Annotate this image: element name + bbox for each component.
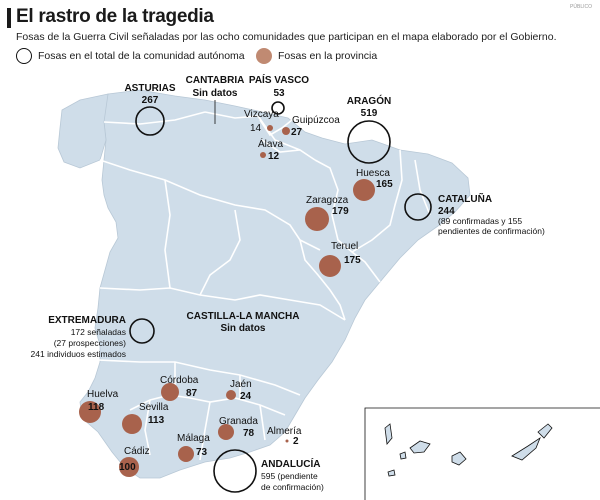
jaen-name: Jaén — [230, 379, 252, 390]
andalucia-name: ANDALUCÍA — [261, 457, 320, 470]
asturias-count: 267 — [142, 95, 159, 106]
asturias-name: ASTURIAS — [124, 83, 175, 94]
cadiz-count: 100 — [119, 462, 136, 473]
cordoba-province-circle — [161, 383, 179, 401]
zaragoza-province-circle — [305, 207, 329, 231]
huesca-name: Huesca — [356, 168, 390, 179]
cataluna-community-circle — [404, 193, 432, 221]
jaen-province-circle — [226, 390, 236, 400]
andalucia-line-1: 595 (pendiente — [261, 471, 318, 481]
map-subtitle: Fosas de la Guerra Civil señaladas por l… — [16, 31, 557, 43]
title-accent-bar — [7, 8, 11, 28]
island-lanzarote — [537, 423, 553, 439]
malaga-province-circle — [178, 446, 194, 462]
extremadura-line-3: 241 individuos estimados — [31, 349, 126, 359]
andalucia-line-2: de confirmación) — [261, 482, 324, 492]
publisher-mark: PÚBLICO — [570, 4, 592, 10]
extremadura-line-1: 172 señaladas — [71, 327, 126, 337]
island-el-hierro — [387, 469, 396, 477]
pais-vasco-count: 53 — [273, 88, 285, 99]
cataluna-name: CATALUÑA — [438, 192, 492, 205]
malaga-name: Málaga — [177, 433, 210, 444]
island-tenerife — [409, 440, 431, 454]
legend-item-community: Fosas en el total de la comunidad autóno… — [16, 48, 245, 64]
cantabria-note: Sin datos — [192, 88, 237, 99]
extremadura-name: EXTREMADURA — [48, 315, 126, 326]
vizcaya-province-circle — [267, 125, 273, 131]
sevilla-province-circle — [122, 414, 142, 434]
vizcaya-count: 14 — [250, 123, 262, 134]
teruel-count: 175 — [344, 255, 361, 266]
inset-frame — [364, 407, 600, 500]
aragon-count: 519 — [361, 108, 378, 119]
teruel-province-circle — [319, 255, 341, 277]
alava-province-circle — [260, 152, 266, 158]
granada-province-circle — [218, 424, 234, 440]
aragon-name: ARAGÓN — [347, 94, 391, 107]
jaen-count: 24 — [240, 391, 252, 402]
legend-label-province: Fosas en la provincia — [278, 50, 378, 62]
canary-islands-inset — [364, 407, 600, 500]
cadiz-province-circle — [119, 457, 139, 477]
andalucia-community-circle — [213, 449, 257, 493]
zaragoza-count: 179 — [332, 206, 349, 217]
open-circle-icon — [16, 48, 32, 64]
extremadura-line-2: (27 prospecciones) — [54, 338, 126, 348]
cordoba-name: Córdoba — [160, 375, 199, 386]
alava-count: 12 — [268, 151, 280, 162]
almeria-province-circle — [285, 439, 289, 443]
legend-item-province: Fosas en la provincia — [256, 48, 377, 64]
legend-label-community: Fosas en el total de la comunidad autóno… — [38, 50, 245, 62]
granada-count: 78 — [243, 428, 255, 439]
pais-vasco-name: PAÍS VASCO — [249, 73, 309, 86]
cataluna-note-1: (89 confirmadas y 155 — [438, 216, 522, 226]
huelva-count: 118 — [88, 402, 105, 413]
almeria-count: 2 — [293, 436, 299, 447]
almeria-name: Almería — [267, 426, 302, 437]
cataluna-note-2: pendientes de confirmación) — [438, 226, 545, 236]
filled-circle-icon — [256, 48, 272, 64]
aragon-community-circle — [347, 120, 391, 164]
huelva-province-circle — [79, 401, 101, 423]
pais-vasco-community-circle — [271, 101, 285, 115]
cantabria-name: CANTABRIA — [186, 75, 245, 86]
cordoba-count: 87 — [186, 388, 198, 399]
huelva-name: Huelva — [87, 389, 119, 400]
teruel-name: Teruel — [331, 241, 358, 252]
guipuzcoa-count: 27 — [291, 127, 303, 138]
guipuzcoa-province-circle — [282, 127, 290, 135]
galicia-region — [57, 93, 109, 169]
extremadura-community-circle — [129, 318, 155, 344]
asturias-community-circle — [135, 106, 165, 136]
castilla-la-mancha-note: Sin datos — [220, 323, 265, 334]
island-la-gomera — [399, 451, 407, 460]
island-fuerteventura — [511, 436, 541, 461]
guipuzcoa-name: Guipúzcoa — [292, 115, 340, 126]
vizcaya-name: Vizcaya — [244, 109, 279, 120]
malaga-count: 73 — [196, 447, 208, 458]
cataluna-count: 244 — [438, 206, 455, 217]
cadiz-name: Cádiz — [124, 446, 150, 457]
alava-name: Álava — [258, 137, 283, 150]
castilla-la-mancha-name: CASTILLA-LA MANCHA — [187, 311, 300, 322]
zaragoza-name: Zaragoza — [306, 195, 349, 206]
map-title: El rastro de la tragedia — [16, 6, 214, 27]
internal-borders — [97, 111, 431, 461]
huesca-province-circle — [353, 179, 375, 201]
sevilla-count: 113 — [148, 415, 165, 426]
huesca-count: 165 — [376, 179, 393, 190]
sevilla-name: Sevilla — [139, 402, 169, 413]
island-la-palma — [384, 423, 393, 445]
island-gran-canaria — [451, 451, 467, 466]
granada-name: Granada — [219, 416, 258, 427]
